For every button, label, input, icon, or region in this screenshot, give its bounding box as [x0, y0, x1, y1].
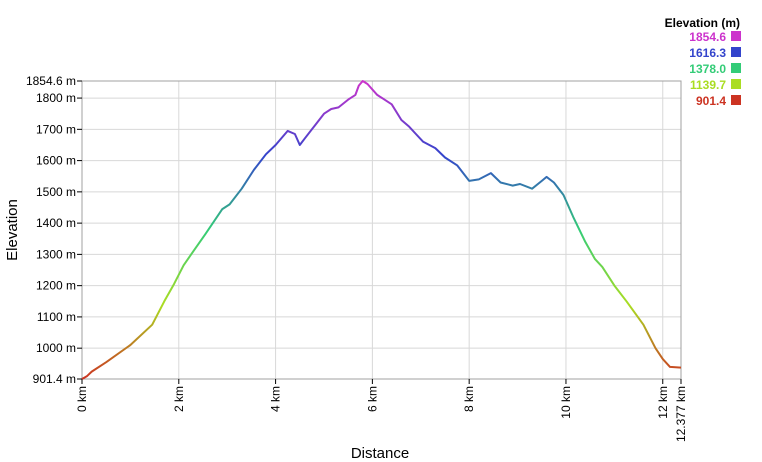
y-tick-label: 1000 m [36, 341, 76, 355]
y-tick-label: 901.4 m [33, 372, 76, 386]
plot-area-frame [81, 80, 682, 380]
y-tick-label: 1400 m [36, 216, 76, 230]
y-tick-label: 1100 m [37, 310, 76, 324]
x-tick-label: 8 km [462, 386, 476, 412]
x-axis-ticks: 0 km 2 km 4 km 6 km 8 km 10 km 12 km 12.377 km [75, 379, 688, 442]
legend-swatch [731, 31, 741, 41]
legend: Elevation (m) 1854.6 1616.3 1378.0 1139.7 90… [665, 16, 741, 108]
x-tick-label: 4 km [269, 386, 283, 412]
y-tick-label: 1700 m [36, 122, 76, 136]
y-tick-label: 1854.6 m [26, 74, 76, 88]
y-axis-title: Elevation [4, 199, 21, 261]
legend-entry-label: 1378.0 [689, 62, 726, 76]
y-tick-label: 1300 m [36, 247, 76, 261]
legend-entry-label: 901.4 [696, 94, 726, 108]
y-axis-ticks: 901.4 m 1000 m 1100 m 1200 m 1300 m 1400 m 150… [26, 74, 82, 386]
legend-entry-label: 1616.3 [689, 46, 726, 60]
legend-title: Elevation (m) [665, 16, 740, 30]
legend-entry-label: 1854.6 [689, 30, 726, 44]
elevation-line [81, 80, 682, 380]
x-tick-label: 2 km [172, 386, 186, 412]
x-tick-label: 12.377 km [674, 386, 688, 442]
legend-swatch [731, 63, 741, 73]
x-tick-label: 10 km [559, 386, 573, 419]
legend-swatch [731, 95, 741, 105]
x-tick-label: 12 km [656, 386, 670, 419]
legend-swatch [731, 79, 741, 89]
x-tick-label: 6 km [365, 386, 379, 412]
gridlines [82, 81, 681, 379]
y-tick-label: 1500 m [36, 185, 76, 199]
y-tick-label: 1800 m [36, 91, 76, 105]
legend-entry-label: 1139.7 [690, 78, 726, 92]
x-axis-title: Distance [351, 445, 409, 462]
legend-swatch [731, 47, 741, 57]
y-tick-label: 1600 m [36, 154, 76, 168]
y-tick-label: 1200 m [36, 279, 76, 293]
x-tick-label: 0 km [75, 386, 89, 412]
